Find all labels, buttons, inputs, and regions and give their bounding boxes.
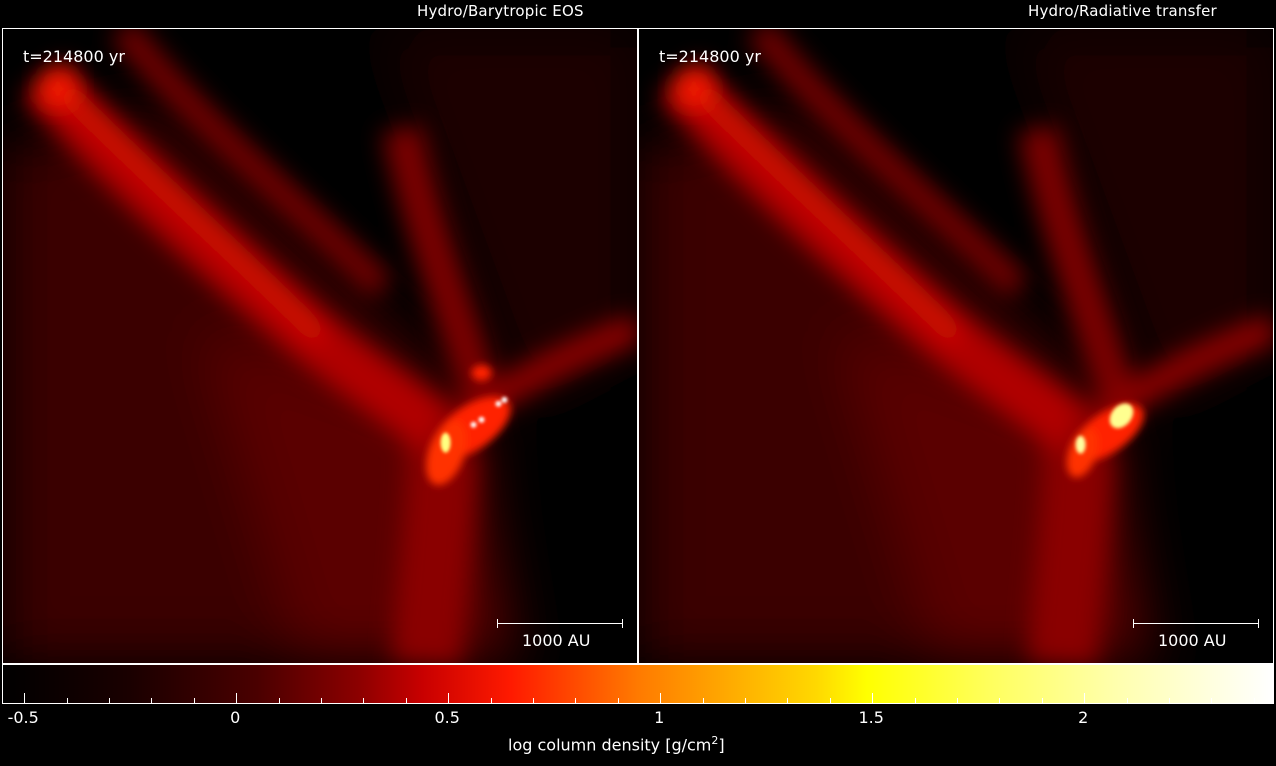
- colorbar-title: log column density [g/cm2]: [508, 734, 725, 755]
- colorbar-minor-tick: [66, 698, 68, 703]
- colorbar-minor-tick: [575, 698, 577, 703]
- scale-label-right: 1000 AU: [1158, 631, 1227, 650]
- colorbar-minor-tick: [999, 698, 1001, 703]
- colorbar-minor-tick: [490, 698, 492, 703]
- panel-title-left: Hydro/Barytropic EOS: [417, 2, 584, 20]
- density-map-left: [3, 29, 637, 663]
- colorbar-major-tick: [448, 693, 450, 703]
- colorbar-minor-tick: [405, 698, 407, 703]
- colorbar-tick-label: 0: [230, 708, 241, 727]
- density-panel-left: t=214800 yr 1000 AU: [2, 28, 638, 664]
- colorbar-minor-tick: [363, 698, 365, 703]
- colorbar-minor-tick: [533, 698, 534, 703]
- colorbar-minor-tick: [278, 698, 280, 703]
- density-panel-right: t=214800 yr 1000 AU: [638, 28, 1274, 664]
- colorbar-minor-tick: [321, 698, 322, 703]
- colorbar-minor-tick: [914, 698, 916, 703]
- colorbar: [2, 664, 1274, 704]
- colorbar-minor-tick: [1211, 698, 1213, 703]
- timestamp-left: t=214800 yr: [23, 47, 125, 66]
- colorbar-minor-tick: [1169, 698, 1170, 703]
- scale-bar-right: [1133, 619, 1259, 628]
- colorbar-minor-tick: [787, 698, 789, 703]
- colorbar-major-tick: [24, 693, 26, 703]
- colorbar-minor-tick: [829, 698, 831, 703]
- colorbar-minor-tick: [151, 698, 153, 703]
- colorbar-tick-label: 0.5: [434, 708, 460, 727]
- colorbar-gradient: [3, 665, 1273, 703]
- colorbar-minor-tick: [1253, 698, 1255, 703]
- colorbar-tick-label: 2: [1078, 708, 1089, 727]
- colorbar-minor-tick: [617, 698, 619, 703]
- colorbar-tick-label: 1: [654, 708, 665, 727]
- colorbar-minor-tick: [957, 698, 958, 703]
- colorbar-minor-tick: [1041, 698, 1043, 703]
- colorbar-minor-tick: [109, 698, 110, 703]
- colorbar-major-tick: [1084, 693, 1086, 703]
- colorbar-major-tick: [660, 693, 662, 703]
- colorbar-tick-label: -0.5: [7, 708, 39, 727]
- scale-bar-left: [497, 619, 623, 628]
- scale-label-left: 1000 AU: [522, 631, 591, 650]
- colorbar-major-tick: [236, 693, 238, 703]
- colorbar-major-tick: [872, 693, 874, 703]
- timestamp-right: t=214800 yr: [659, 47, 761, 66]
- colorbar-minor-tick: [193, 698, 195, 703]
- colorbar-minor-tick: [745, 698, 746, 703]
- colorbar-minor-tick: [702, 698, 704, 703]
- panel-title-right: Hydro/Radiative transfer: [1028, 2, 1217, 20]
- colorbar-tick-label: 1.5: [858, 708, 884, 727]
- colorbar-minor-tick: [1126, 698, 1128, 703]
- density-map-right: [639, 29, 1273, 663]
